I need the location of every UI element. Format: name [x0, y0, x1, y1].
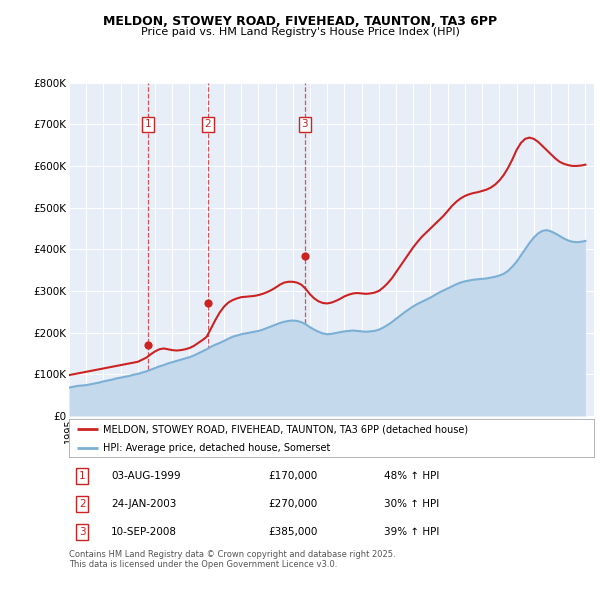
Point: [203, 299, 213, 308]
Text: 2: 2: [79, 499, 85, 509]
Point: [143, 340, 153, 350]
Text: 2: 2: [205, 119, 211, 129]
Text: £385,000: £385,000: [269, 527, 318, 537]
Text: £170,000: £170,000: [269, 471, 318, 481]
Text: £270,000: £270,000: [269, 499, 318, 509]
Text: 30% ↑ HPI: 30% ↑ HPI: [384, 499, 439, 509]
Text: 24-JAN-2003: 24-JAN-2003: [111, 499, 176, 509]
Text: 39% ↑ HPI: 39% ↑ HPI: [384, 527, 439, 537]
Text: 03-AUG-1999: 03-AUG-1999: [111, 471, 181, 481]
Text: MELDON, STOWEY ROAD, FIVEHEAD, TAUNTON, TA3 6PP (detached house): MELDON, STOWEY ROAD, FIVEHEAD, TAUNTON, …: [103, 424, 468, 434]
Text: MELDON, STOWEY ROAD, FIVEHEAD, TAUNTON, TA3 6PP: MELDON, STOWEY ROAD, FIVEHEAD, TAUNTON, …: [103, 15, 497, 28]
Text: Contains HM Land Registry data © Crown copyright and database right 2025.
This d: Contains HM Land Registry data © Crown c…: [69, 550, 395, 569]
Text: 48% ↑ HPI: 48% ↑ HPI: [384, 471, 439, 481]
Text: 3: 3: [301, 119, 308, 129]
Text: Price paid vs. HM Land Registry's House Price Index (HPI): Price paid vs. HM Land Registry's House …: [140, 27, 460, 37]
Text: 3: 3: [79, 527, 85, 537]
Point: [300, 251, 310, 260]
Text: 1: 1: [79, 471, 85, 481]
Text: 10-SEP-2008: 10-SEP-2008: [111, 527, 177, 537]
Text: 1: 1: [145, 119, 151, 129]
Text: HPI: Average price, detached house, Somerset: HPI: Average price, detached house, Some…: [103, 442, 331, 453]
